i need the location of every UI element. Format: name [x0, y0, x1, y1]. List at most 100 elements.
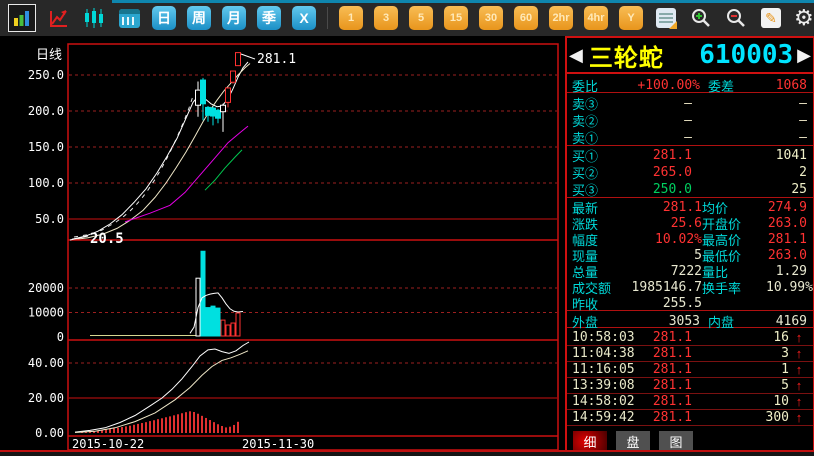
edit-button[interactable]: ✎ [759, 6, 783, 30]
ask-label: 卖③ [572, 97, 599, 112]
bid-volume: 25 [791, 182, 807, 197]
trade-volume: 10 [773, 394, 789, 409]
tab-图[interactable]: 图 [659, 431, 693, 452]
ask-volume: — [799, 96, 807, 111]
settings-gear-icon[interactable]: ⚙ [794, 5, 814, 30]
stat-label: 幅度 [572, 233, 599, 248]
ask-price: — [684, 130, 692, 145]
period-button-2hr[interactable]: 2hr [549, 6, 573, 30]
trade-row[interactable]: 10:58:03 281.1 16 ↑ [567, 330, 813, 346]
edit-icon: ✎ [761, 8, 781, 28]
volume-bar [235, 312, 241, 337]
tab-细[interactable]: 细 [573, 431, 607, 452]
bid-row[interactable]: 买② 265.0 2 [567, 163, 813, 181]
period-button-周[interactable]: 周 [187, 6, 211, 30]
period-button-3[interactable]: 3 [374, 6, 398, 30]
trade-direction-arrow: ↑ [795, 394, 803, 409]
trade-price: 281.1 [652, 346, 692, 361]
bid-row[interactable]: 买① 281.1 1041 [567, 146, 813, 164]
stat-value: 10.99% [766, 280, 813, 295]
weibi-label: 委比 [572, 79, 599, 94]
candle-body [235, 52, 241, 67]
period-button-X[interactable]: X [292, 6, 316, 30]
ask-book: 卖③ — — 卖② — — 卖① — — [567, 94, 813, 146]
trade-row[interactable]: 13:39:08 281.1 5 ↑ [567, 378, 813, 394]
stat-row: 最新 281.1 均价 274.9 [567, 198, 813, 216]
bottom-tabs: 细盘图 [573, 431, 693, 452]
chart-type-bar-button[interactable] [8, 4, 36, 32]
weicha-value: 1068 [775, 78, 807, 93]
stat-value: 1.29 [775, 264, 807, 279]
volume-axis-label: 10000 [28, 306, 64, 320]
notepad-button[interactable] [654, 6, 678, 30]
period-button-月[interactable]: 月 [222, 6, 246, 30]
ask-row[interactable]: 卖① — — [567, 128, 813, 146]
bid-label: 买③ [572, 183, 599, 198]
zoom-in-button[interactable] [689, 6, 713, 30]
chart-canvas[interactable]: 250.0 200.0 150.0 100.0 50.0 20000 10000 0 40.00… [0, 36, 568, 456]
price-axis-label: 200.0 [28, 104, 64, 118]
trade-row[interactable]: 14:59:42 281.1 300 ↑ [567, 410, 813, 426]
trade-volume: 5 [781, 378, 789, 393]
bid-volume: 1041 [775, 148, 807, 163]
trade-row[interactable]: 14:58:02 281.1 10 ↑ [567, 394, 813, 410]
trade-volume: 3 [781, 346, 789, 361]
annotation-pointer [69, 235, 89, 241]
bar-chart-icon [14, 11, 29, 26]
period-button-日[interactable]: 日 [152, 6, 176, 30]
ind-a-line [74, 341, 250, 433]
bid-row[interactable]: 买③ 250.0 25 [567, 180, 813, 198]
trade-volume: 1 [781, 362, 789, 377]
trade-list: 10:58:03 281.1 16 ↑ 11:04:38 281.1 3 ↑ 11:16:05 2… [567, 330, 813, 426]
trade-time: 14:59:42 [572, 410, 635, 425]
prev-stock-arrow[interactable]: ◀ [569, 45, 583, 65]
price-axis-label: 150.0 [28, 140, 64, 154]
period-button-60[interactable]: 60 [514, 6, 538, 30]
zoom-out-button[interactable] [724, 6, 748, 30]
period-button-30[interactable]: 30 [479, 6, 503, 30]
tab-盘[interactable]: 盘 [616, 431, 650, 452]
trade-direction-arrow: ↑ [795, 362, 803, 377]
stat-value: 255.5 [662, 296, 702, 311]
stat-label: 最新 [572, 201, 599, 216]
quote-panel: ◀ 三轮蛇 610003 ▶ 委比 +100.00% 委差 1068 卖③ — — 卖… [565, 36, 814, 452]
calendar-button[interactable] [117, 6, 141, 30]
period-button-季[interactable]: 季 [257, 6, 281, 30]
period-button-5[interactable]: 5 [409, 6, 433, 30]
trade-direction-arrow: ↑ [795, 378, 803, 393]
chart-frame [67, 43, 559, 451]
outer-volume-value: 3053 [668, 314, 700, 329]
bid-volume: 2 [799, 165, 807, 180]
volume-bar [220, 319, 226, 337]
next-stock-arrow[interactable]: ▶ [797, 45, 811, 65]
period-label: 日线 [36, 48, 62, 63]
period-button-15[interactable]: 15 [444, 6, 468, 30]
inner-volume-value: 4169 [775, 314, 807, 329]
stock-name: 三轮蛇 [588, 44, 664, 72]
stat-value: 1985146.7 [631, 280, 702, 295]
indicator-axis-label: 20.00 [28, 391, 64, 405]
weicha-label: 委差 [708, 79, 735, 94]
ask-label: 卖① [572, 131, 599, 146]
ask-row[interactable]: 卖② — — [567, 111, 813, 129]
stat-label: 量比 [702, 265, 729, 280]
trade-row[interactable]: 11:16:05 281.1 1 ↑ [567, 362, 813, 378]
trade-row[interactable]: 11:04:38 281.1 3 ↑ [567, 346, 813, 362]
ma-60-line [204, 149, 243, 191]
trade-price: 281.1 [652, 330, 692, 345]
period-button-Y[interactable]: Y [619, 6, 643, 30]
trade-volume: 300 [765, 410, 789, 425]
ask-row[interactable]: 卖③ — — [567, 94, 813, 112]
stat-label: 换手率 [702, 281, 742, 296]
period-button-4hr[interactable]: 4hr [584, 6, 608, 30]
stat-label: 均价 [702, 201, 729, 216]
stock-code: 610003 [699, 40, 794, 70]
notepad-icon [656, 8, 677, 29]
inner-volume-label: 内盘 [708, 315, 735, 330]
period-button-1[interactable]: 1 [339, 6, 363, 30]
volume-bar [225, 324, 231, 337]
trade-price: 281.1 [652, 378, 692, 393]
stat-value: 263.0 [767, 216, 807, 231]
trend-line-button[interactable] [47, 6, 71, 30]
kline-button[interactable] [82, 6, 106, 30]
